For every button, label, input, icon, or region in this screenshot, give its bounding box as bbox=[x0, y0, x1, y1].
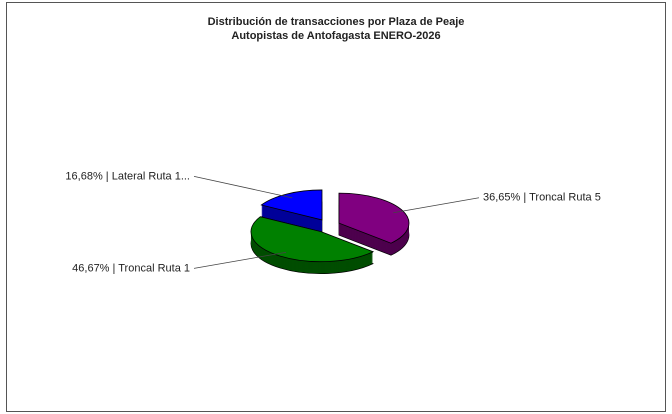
pie-slice bbox=[250, 216, 375, 263]
slice-value-label: 16,68% bbox=[65, 170, 103, 182]
leader-line bbox=[193, 175, 293, 199]
chart-subtitle: Autopistas de Antofagasta ENERO-2026 bbox=[231, 30, 440, 42]
chart-title: Distribución de transacciones por Plaza … bbox=[208, 16, 465, 28]
slice-category: Lateral Ruta 1... bbox=[112, 170, 190, 182]
label-separator: | bbox=[520, 192, 529, 204]
leader-line bbox=[393, 197, 480, 214]
slice-value-label: 46,67% bbox=[72, 262, 110, 274]
leader-line bbox=[193, 251, 287, 269]
label-separator: | bbox=[103, 170, 112, 182]
slice-category: Troncal Ruta 1 bbox=[118, 262, 190, 274]
chart-frame bbox=[6, 2, 666, 412]
slice-label: 46,67% | Troncal Ruta 1 bbox=[72, 262, 190, 274]
slice-value-label: 36,65% bbox=[483, 192, 521, 204]
slice-label: 36,65% | Troncal Ruta 5 bbox=[483, 192, 601, 204]
pie-slice bbox=[260, 189, 323, 221]
slice-category: Troncal Ruta 5 bbox=[529, 192, 601, 204]
slice-label: 16,68% | Lateral Ruta 1... bbox=[65, 170, 190, 182]
label-separator: | bbox=[109, 262, 118, 274]
